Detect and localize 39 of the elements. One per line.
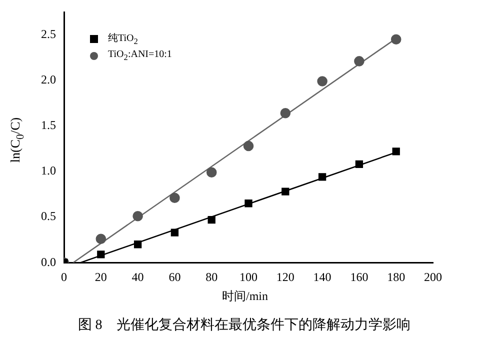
point (282, 188, 290, 196)
point (170, 228, 179, 236)
x-tick-label: 0 (61, 270, 67, 284)
y-tick-label: 0.0 (41, 254, 56, 269)
x-tick-label: 80 (206, 270, 218, 284)
legend-label: TiO$_{2}$:ANI=10:1 (108, 49, 172, 62)
point (243, 140, 254, 152)
caption: 图 8 光催化复合材料在最优条件下的降解动力学影响 (76, 316, 412, 334)
point (208, 216, 216, 224)
x-tick-label: 140 (313, 270, 332, 284)
x-tick-label: 100 (240, 270, 258, 284)
y-tick-label: 1.0 (41, 164, 56, 178)
y-tick-label: 2.5 (41, 26, 56, 41)
point (354, 56, 364, 66)
x-axis-title: 时间/min (222, 288, 268, 305)
point (96, 234, 106, 244)
y-tick-label: 2.0 (41, 72, 56, 86)
point (390, 34, 402, 44)
x-tick-label: 160 (350, 270, 368, 284)
point (206, 167, 217, 178)
point (318, 173, 326, 181)
x-tick-label: 60 (168, 270, 181, 284)
point (97, 250, 105, 258)
x-tick-label: 20 (94, 270, 107, 284)
legend-label: 纯TiO$_{2}$ (108, 32, 138, 46)
point (355, 160, 364, 168)
point (134, 240, 142, 248)
point (170, 192, 180, 204)
x-tick-label: 180 (387, 270, 406, 284)
point (317, 76, 328, 86)
y-tick-label: 0.5 (41, 209, 56, 224)
point (280, 108, 291, 118)
x-tick-label: 200 (424, 270, 442, 284)
x-tick-label: 40 (132, 270, 144, 284)
x-tick-label: 120 (276, 270, 294, 284)
point (392, 148, 400, 156)
y-tick-label: 1.5 (41, 118, 56, 132)
point (244, 200, 252, 208)
point (132, 210, 143, 222)
